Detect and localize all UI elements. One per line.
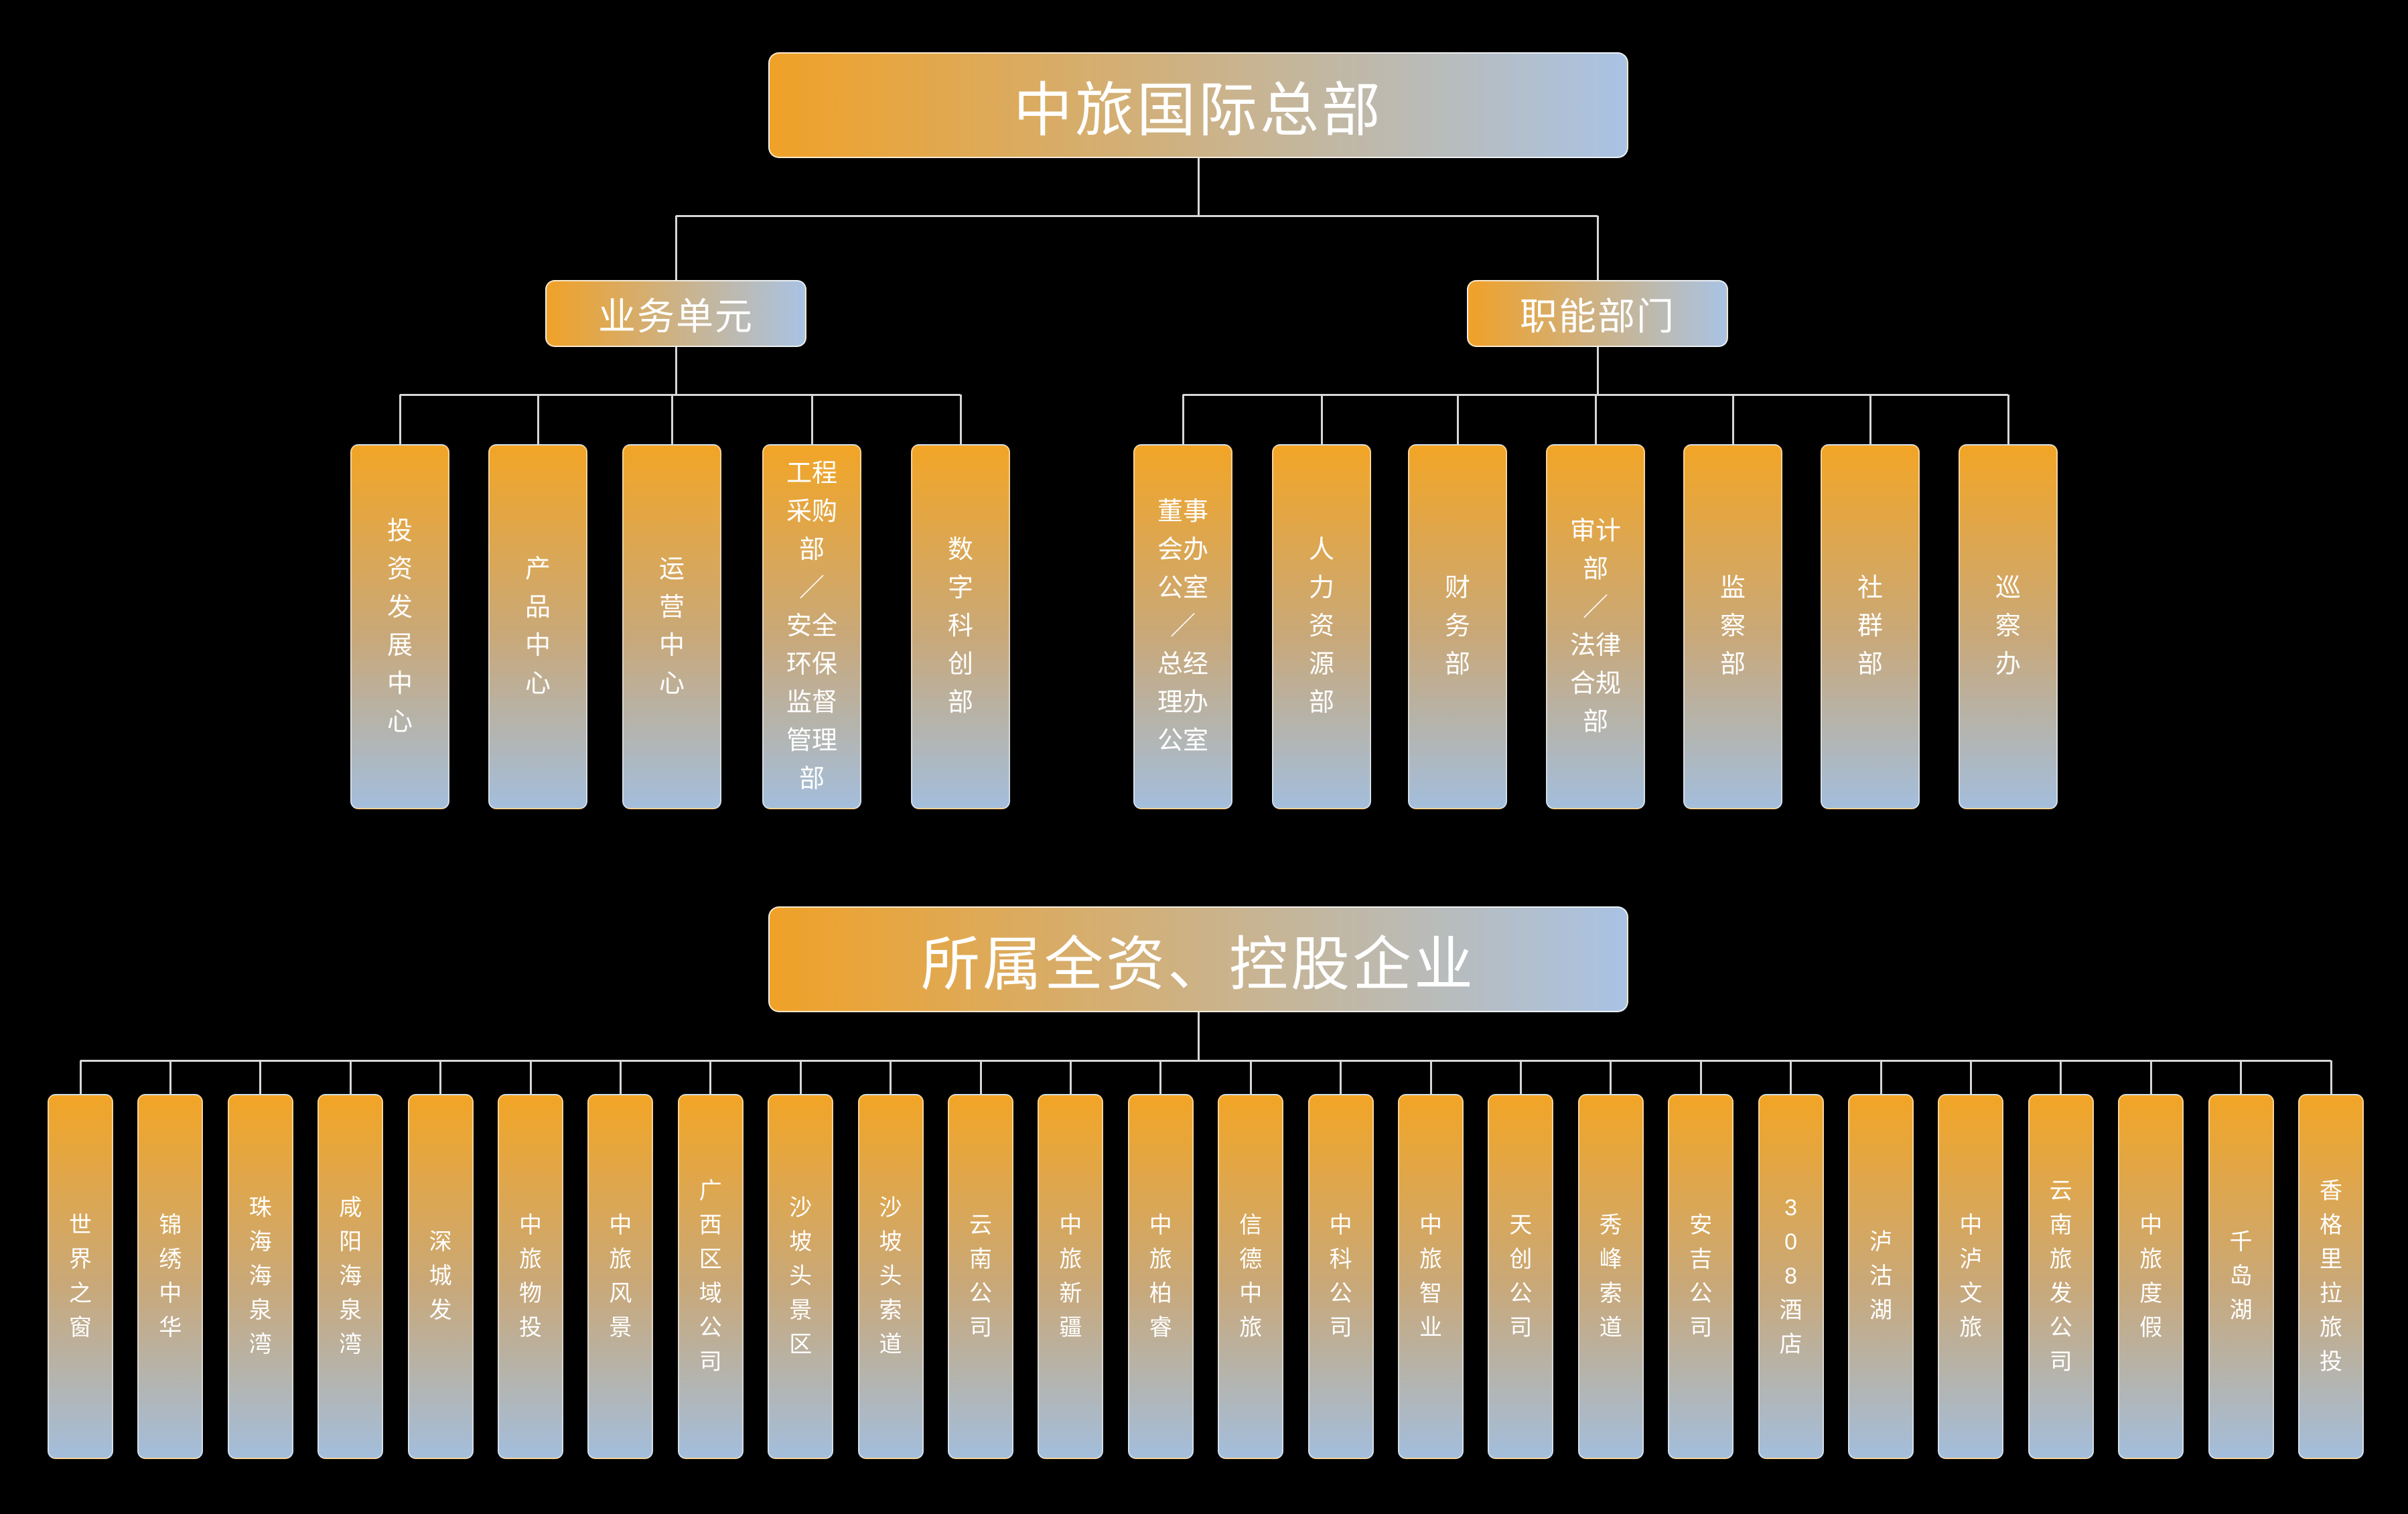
connector-line-v — [439, 1060, 442, 1094]
connector-line-v — [1880, 1060, 1882, 1094]
connector-line-v — [979, 1060, 982, 1094]
org-root-title: 中旅国际总部 — [1013, 76, 1383, 143]
group-label-business-units: 业务单元 — [545, 280, 806, 347]
connector-line-v — [675, 347, 677, 395]
connector-line-h — [676, 214, 1598, 217]
org-node-subsidiary: 中 旅 度 假 — [2118, 1094, 2184, 1459]
connector-line-v — [2007, 395, 2009, 444]
connector-line-v — [1320, 395, 1323, 444]
connector-line-v — [1596, 216, 1599, 280]
connector-line-v — [2060, 1060, 2062, 1094]
org-node-subsidiary: 云 南 公 司 — [948, 1094, 1013, 1459]
connector-line-v — [399, 395, 401, 444]
connector-line-v — [349, 1060, 352, 1094]
org-node-subsidiary: 3 0 8 酒 店 — [1758, 1094, 1824, 1459]
org-node-subsidiary: 沙 坡 头 索 道 — [857, 1094, 924, 1459]
group-label-functional-departments: 职能部门 — [1467, 280, 1728, 347]
org-node-department: 产 品 中 心 — [488, 444, 587, 809]
org-node-subsidiary: 中 旅 风 景 — [587, 1094, 654, 1459]
org-node-subsidiary: 中 旅 物 投 — [498, 1094, 563, 1459]
org-node-department: 巡 察 办 — [1959, 444, 2058, 809]
connector-line-v — [1699, 1060, 1702, 1094]
org-node-subsidiary: 千 岛 湖 — [2208, 1094, 2274, 1459]
connector-line-v — [1069, 1060, 1072, 1094]
connector-line-v — [79, 1060, 82, 1094]
connector-line-v — [537, 395, 539, 444]
org-node-subsidiary: 安 吉 公 司 — [1668, 1094, 1734, 1459]
org-node-subsidiary: 深 城 发 — [407, 1094, 474, 1459]
org-node-subsidiary: 咸 阳 海 泉 湾 — [317, 1094, 384, 1459]
org-node-department: 运 营 中 心 — [622, 444, 721, 809]
connector-line-h — [400, 393, 961, 396]
connector-line-v — [709, 1060, 712, 1094]
org-node-department: 投 资 发 展 中 心 — [350, 444, 449, 809]
connector-line-v — [529, 1060, 532, 1094]
connector-line-v — [1182, 395, 1184, 444]
org-node-subsidiary: 中 旅 柏 睿 — [1127, 1094, 1194, 1459]
org-node-subsidiary: 沙 坡 头 景 区 — [768, 1094, 834, 1459]
org-node-subsidiary: 中 科 公 司 — [1307, 1094, 1374, 1459]
org-node-subsidiary: 广 西 区 域 公 司 — [677, 1094, 743, 1459]
org-node-department: 工程 采购 部 ／ 安全 环保 监督 管理 部 — [762, 444, 861, 809]
connector-line-v — [1340, 1060, 1342, 1094]
connector-line-v — [1869, 395, 1871, 444]
connector-line-v — [2149, 1060, 2152, 1094]
connector-line-v — [1969, 1060, 1972, 1094]
org-node-subsidiary: 珠 海 海 泉 湾 — [227, 1094, 293, 1459]
connector-line-v — [1456, 395, 1459, 444]
org-node-department: 监 察 部 — [1683, 444, 1782, 809]
connector-line-v — [1610, 1060, 1612, 1094]
connector-line-v — [959, 395, 962, 444]
org-node-subsidiary: 中 旅 智 业 — [1398, 1094, 1464, 1459]
org-node-department: 社 群 部 — [1821, 444, 1920, 809]
org-node-subsidiary: 天 创 公 司 — [1488, 1094, 1554, 1459]
org-node-subsidiary: 香 格 里 拉 旅 投 — [2298, 1094, 2364, 1459]
org-node-department: 审计 部 ／ 法律 合规 部 — [1546, 444, 1645, 809]
connector-line-h — [80, 1059, 2331, 1062]
org-root-node: 中旅国际总部 — [768, 52, 1628, 158]
connector-line-v — [2330, 1060, 2332, 1094]
connector-line-v — [810, 395, 813, 444]
org-node-subsidiary: 信 德 中 旅 — [1218, 1094, 1284, 1459]
org-node-subsidiary: 世 界 之 窗 — [48, 1094, 113, 1459]
org-node-department: 财 务 部 — [1408, 444, 1507, 809]
connector-line-v — [675, 216, 677, 280]
org-node-subsidiary: 秀 峰 索 道 — [1577, 1094, 1644, 1459]
connector-line-v — [1197, 1012, 1200, 1060]
org-node-department: 数 字 科 创 部 — [911, 444, 1010, 809]
group-label-text: 职能部门 — [1520, 295, 1675, 338]
org-subsidiaries-header: 所属全资、控股企业 — [768, 906, 1628, 1012]
connector-line-v — [1519, 1060, 1522, 1094]
connector-line-v — [1159, 1060, 1162, 1094]
connector-line-v — [890, 1060, 892, 1094]
connector-line-v — [799, 1060, 802, 1094]
connector-line-v — [1249, 1060, 1252, 1094]
org-subsidiaries-title: 所属全资、控股企业 — [920, 931, 1476, 997]
connector-line-v — [670, 395, 673, 444]
org-node-department: 人 力 资 源 部 — [1272, 444, 1371, 809]
org-node-subsidiary: 泸 沽 湖 — [1848, 1094, 1914, 1459]
connector-line-v — [619, 1060, 622, 1094]
org-node-subsidiary: 云 南 旅 发 公 司 — [2028, 1094, 2094, 1459]
connector-line-v — [1596, 347, 1599, 395]
connector-line-v — [259, 1060, 262, 1094]
connector-line-v — [2240, 1060, 2243, 1094]
org-node-subsidiary: 锦 绣 中 华 — [137, 1094, 204, 1459]
org-node-subsidiary: 中 泸 文 旅 — [1938, 1094, 2004, 1459]
connector-line-v — [1197, 158, 1200, 216]
connector-line-v — [1790, 1060, 1792, 1094]
group-label-text: 业务单元 — [598, 295, 754, 338]
connector-line-v — [1594, 395, 1597, 444]
connector-line-v — [169, 1060, 171, 1094]
org-node-subsidiary: 中 旅 新 疆 — [1038, 1094, 1104, 1459]
org-node-department: 董事 会办 公室 ／ 总经 理办 公室 — [1133, 444, 1232, 809]
connector-line-v — [1731, 395, 1734, 444]
connector-line-v — [1429, 1060, 1432, 1094]
